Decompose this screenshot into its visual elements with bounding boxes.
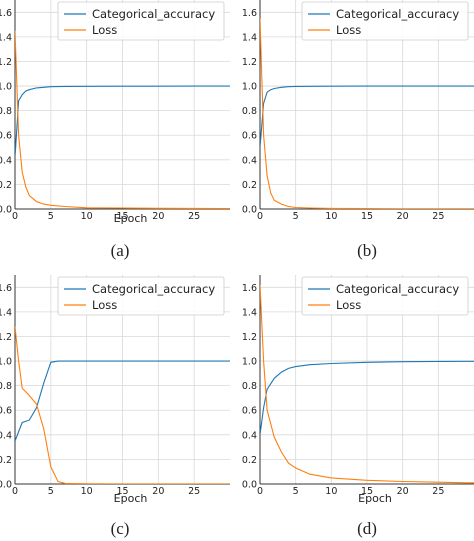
y-tick-label: 0.2 [242,455,257,466]
x-tick-label: 10 [325,211,337,222]
legend-label: Categorical_accuracy [92,7,215,21]
x-tick-label: 20 [152,211,164,222]
y-tick-label: 1.6 [0,283,12,294]
series-line-loss [15,326,230,484]
y-tick-label: 1.2 [242,57,257,68]
y-tick-label: 0.6 [242,131,257,142]
panel-4: 0.0 0.2 0.4 0.6 0.8 1.0 1.2 1.4 1.6 0 5 10 15 20 25 Epo… [242,275,474,538]
legend-box [57,276,225,316]
y-tick-label: 1.2 [0,57,12,68]
y-tick-label: 1.0 [242,357,257,368]
y-tick-label: 0.0 [242,205,257,216]
legend-label: Loss [92,23,117,37]
y-tick-label: 1.2 [242,332,257,343]
y-tick-label: 0.6 [0,406,12,417]
x-tick-label: 5 [293,211,299,222]
x-tick-label: 10 [81,211,93,222]
series-line-categorical-accuracy [15,85,230,158]
x-tick-label: 15 [116,211,128,222]
legend-label: Categorical_accuracy [92,282,215,296]
legend-box [301,1,469,41]
y-tick-label: 1.6 [242,283,257,294]
y-tick-label: 0.4 [0,155,12,166]
y-tick-label: 0.0 [242,480,257,491]
panel-3: 0.0 0.2 0.4 0.6 0.8 1.0 1.2 1.4 1.6 0 5 10 15 20 25 Epo… [0,275,230,538]
legend-label: Loss [336,298,361,312]
x-tick-label: 5 [48,211,54,222]
y-tick-label: 0.2 [0,180,12,191]
y-tick-label: 1.0 [0,357,12,368]
panel-caption: (b) [357,241,377,260]
y-tick-label: 0.6 [242,406,257,417]
x-tick-label: 25 [188,486,200,497]
x-tick-label: 5 [293,486,299,497]
legend-box [301,276,469,316]
y-tick-label: 1.0 [242,82,257,93]
y-tick-label: 0.4 [0,430,12,441]
panel-2: 0.0 0.2 0.4 0.6 0.8 1.0 1.2 1.4 1.6 0 5 10 15 20 25 Cat… [242,0,474,260]
series-line-loss [15,30,230,209]
y-tick-label: 0.6 [0,131,12,142]
y-tick-label: 0.2 [0,455,12,466]
y-tick-label: 1.2 [0,332,12,343]
series-line-categorical-accuracy [260,360,474,435]
series-line-categorical-accuracy [260,85,474,148]
y-tick-label: 0.4 [242,430,257,441]
panel-caption: (c) [111,519,130,538]
series-line-loss [260,18,474,209]
legend-label: Loss [336,23,361,37]
y-tick-label: 1.4 [0,307,12,318]
panel-caption: (a) [111,241,130,260]
y-tick-label: 1.6 [242,8,257,19]
y-tick-label: 0.8 [0,106,12,117]
x-axis-label: Epoch [114,492,148,505]
y-tick-label: 1.6 [0,8,12,19]
series-line-categorical-accuracy [15,360,230,442]
legend-label: Categorical_accuracy [336,282,459,296]
series-line-loss [260,284,474,484]
x-tick-label: 0 [257,211,263,222]
y-tick-label: 0.0 [0,480,12,491]
x-tick-label: 0 [12,211,18,222]
x-tick-label: 25 [188,211,200,222]
panel-1: 0.0 0.2 0.4 0.6 0.8 1.0 1.2 1.4 1.6 0 5 10 15 20 25 Epo… [0,0,230,260]
y-tick-label: 1.4 [242,307,257,318]
x-tick-label: 25 [432,486,444,497]
panel-caption: (d) [357,519,377,538]
x-axis-label: Epoch [114,212,148,225]
y-tick-label: 1.0 [0,82,12,93]
x-tick-label: 5 [48,486,54,497]
x-tick-label: 20 [397,486,409,497]
x-tick-label: 20 [152,486,164,497]
legend-label: Categorical_accuracy [336,7,459,21]
x-tick-label: 10 [81,486,93,497]
legend-box [57,1,225,41]
y-tick-label: 1.4 [0,32,12,43]
y-tick-label: 0.0 [0,205,12,216]
legend-label: Loss [92,298,117,312]
x-tick-label: 15 [361,211,373,222]
x-tick-label: 15 [361,486,373,497]
x-tick-label: 10 [325,486,337,497]
x-tick-label: 20 [397,211,409,222]
y-tick-label: 0.8 [242,381,257,392]
x-tick-label: 0 [257,486,263,497]
x-tick-label: 0 [12,486,18,497]
y-tick-label: 1.4 [242,32,257,43]
x-axis-label: Epoch [358,492,392,505]
x-tick-label: 25 [432,211,444,222]
y-tick-label: 0.8 [242,106,257,117]
x-tick-label: 15 [116,486,128,497]
y-tick-label: 0.2 [242,180,257,191]
y-tick-label: 0.4 [242,155,257,166]
y-tick-label: 0.8 [0,381,12,392]
